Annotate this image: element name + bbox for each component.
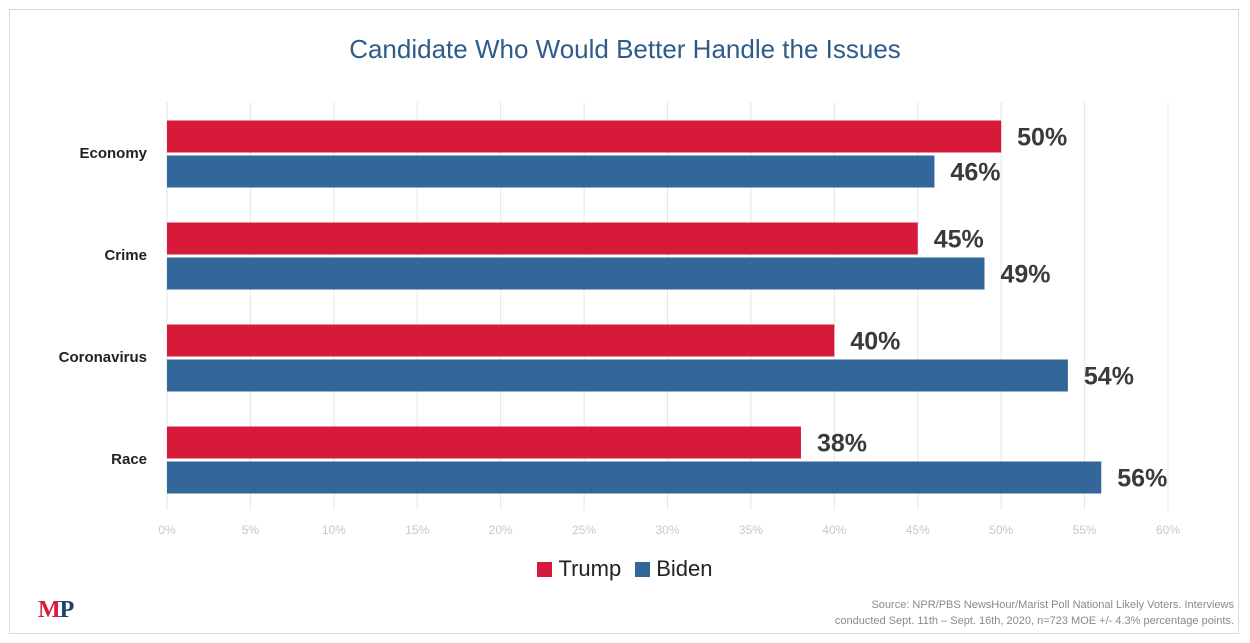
legend-item-biden: Biden: [635, 556, 713, 582]
x-tick-label: 45%: [906, 523, 930, 537]
bar-biden-crime: [167, 257, 985, 290]
x-tick-label: 0%: [158, 523, 176, 537]
category-label-economy: Economy: [79, 145, 147, 162]
bar-trump-crime: [167, 222, 918, 255]
data-label-biden-race: 56%: [1117, 465, 1167, 493]
data-label-biden-coronavirus: 54%: [1084, 363, 1134, 391]
legend-label-biden: Biden: [656, 556, 713, 581]
source-line-2: conducted Sept. 11th – Sept. 16th, 2020,…: [834, 615, 1234, 627]
chart-title: Candidate Who Would Better Handle the Is…: [349, 34, 901, 64]
data-label-biden-crime: 49%: [1000, 261, 1050, 289]
x-tick-label: 50%: [989, 523, 1013, 537]
source-line-1: Source: NPR/PBS NewsHour/Marist Poll Nat…: [871, 599, 1234, 611]
data-label-trump-race: 38%: [817, 430, 867, 458]
x-tick-label: 30%: [655, 523, 679, 537]
x-tick-label: 60%: [1156, 523, 1180, 537]
legend-item-trump: Trump: [537, 556, 621, 582]
bar-trump-economy: [167, 120, 1002, 153]
bar-trump-race: [167, 426, 801, 459]
x-tick-label: 20%: [489, 523, 513, 537]
bar-biden-coronavirus: [167, 359, 1068, 392]
x-tick-label: 55%: [1073, 523, 1097, 537]
legend-swatch-trump: [537, 561, 553, 577]
category-label-race: Race: [111, 451, 147, 468]
x-tick-label: 15%: [405, 523, 429, 537]
data-label-trump-crime: 45%: [934, 226, 984, 254]
source-note: Source: NPR/PBS NewsHour/Marist Poll Nat…: [714, 597, 1234, 629]
category-label-crime: Crime: [104, 247, 147, 264]
marist-poll-logo: MP: [38, 597, 74, 623]
legend-swatch-biden: [635, 561, 651, 577]
data-label-biden-economy: 46%: [950, 159, 1000, 187]
legend-label-trump: Trump: [558, 556, 622, 581]
x-tick-label: 40%: [822, 523, 846, 537]
x-tick-label: 25%: [572, 523, 596, 537]
chart-frame: [9, 9, 1239, 634]
bars: [167, 120, 1102, 494]
x-axis-ticks: 0% 5% 10% 15% 20% 25% 30% 35% 40% 45% 50% 55% 60%: [158, 523, 1180, 537]
x-tick-label: 5%: [242, 523, 260, 537]
x-tick-label: 10%: [322, 523, 346, 537]
category-labels: Economy Crime Coronavirus Race: [59, 145, 148, 468]
x-tick-label: 35%: [739, 523, 763, 537]
data-labels: 50% 46% 45% 49% 40% 54% 38% 56%: [817, 124, 1167, 493]
bar-biden-economy: [167, 155, 935, 188]
data-label-trump-economy: 50%: [1017, 124, 1067, 152]
data-label-trump-coronavirus: 40%: [850, 328, 900, 356]
legend: Trump Biden: [0, 556, 1250, 582]
bar-biden-race: [167, 461, 1102, 494]
category-label-coronavirus: Coronavirus: [59, 349, 147, 366]
bar-trump-coronavirus: [167, 324, 835, 357]
